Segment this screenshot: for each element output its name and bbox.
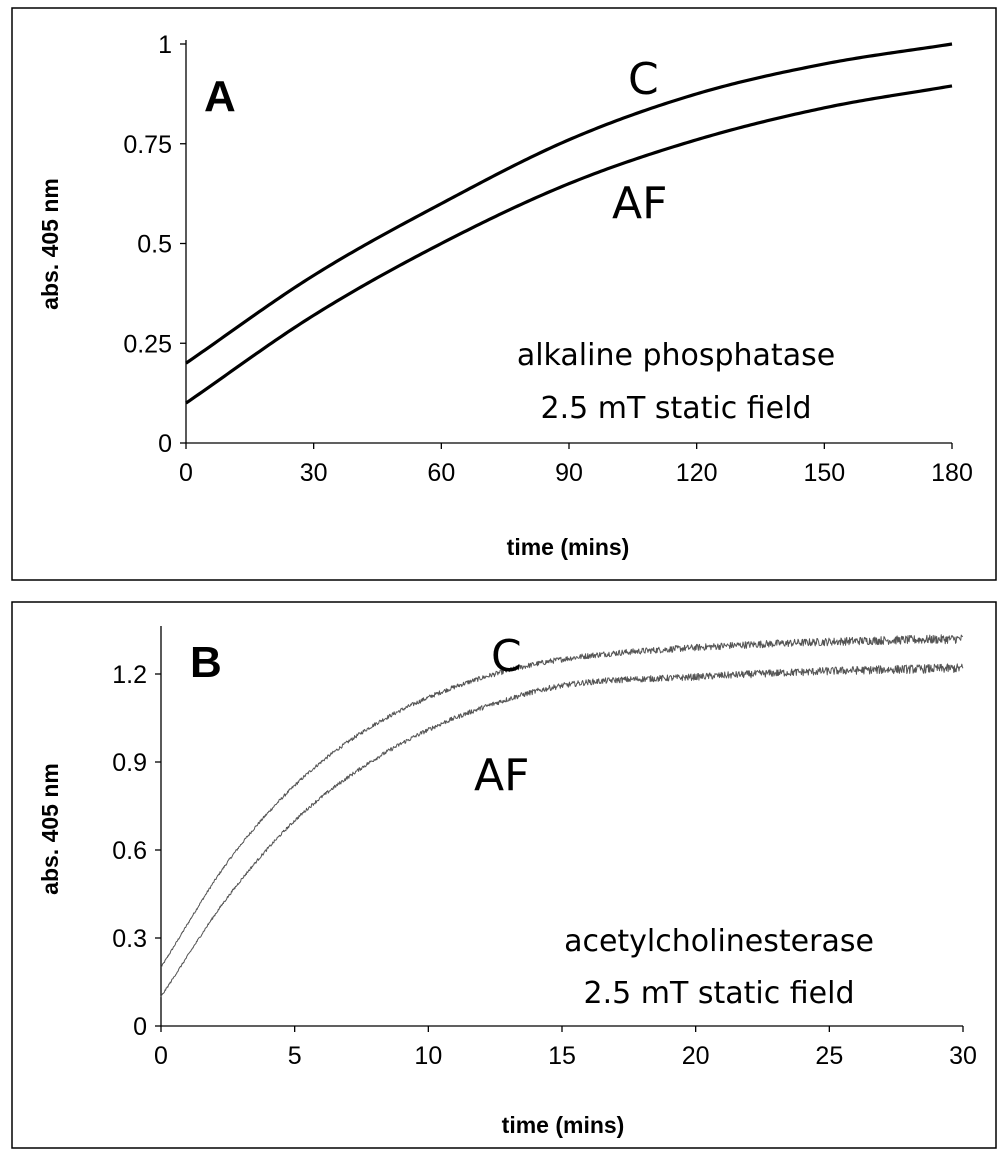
panel-b-frame (11, 601, 997, 1149)
panel-b-x-tick-label: 30 (949, 1042, 977, 1070)
panel-b-series-af-line (160, 663, 964, 998)
panel-a-series-c-line (185, 42, 953, 365)
panel-a-y-tick-label: 0 (158, 430, 172, 458)
panel-b-y-ticks: 0 0.3 0.6 0.9 1.2 (112, 661, 161, 1041)
panel-b-annotation-line-2: 2.5 mT static field (584, 976, 855, 1011)
panel-a-label-af: AF (612, 178, 667, 229)
panel-a-x-tick-label: 120 (676, 459, 718, 487)
panel-b-label-c: C (491, 631, 522, 682)
panel-b-y-tick-label: 0 (133, 1013, 147, 1041)
panel-b-x-tick-label: 10 (414, 1042, 442, 1070)
panel-b-x-tick-label: 25 (815, 1042, 843, 1070)
panel-b-label-af: AF (474, 750, 529, 801)
panel-b-series (160, 634, 964, 998)
panel-b-y-tick-label: 1.2 (112, 661, 147, 689)
panel-a-x-tick-label: 180 (931, 459, 973, 487)
panel-a-y-tick-label: 0.25 (123, 330, 172, 358)
panel-b-y-tick-label: 0.3 (112, 925, 147, 953)
panel-a-annotation-line-2: 2.5 mT static field (541, 391, 812, 426)
panel-b-x-tick-label: 5 (288, 1042, 302, 1070)
panel-a-x-tick-label: 0 (179, 459, 193, 487)
panel-b-series-c-line (160, 634, 964, 968)
panel-a-frame (11, 7, 997, 581)
panel-b-x-tick-label: 20 (682, 1042, 710, 1070)
panel-a-label-c: C (628, 54, 659, 105)
panel-a: 0 0.25 0.5 0.75 1 0 30 60 90 120 150 180 A C AF al… (11, 7, 997, 581)
panel-b-x-tick-label: 15 (548, 1042, 576, 1070)
panel-b-y-tick-label: 0.6 (112, 837, 147, 865)
panel-b-x-tick-label: 0 (154, 1042, 168, 1070)
panel-b-y-tick-label: 0.9 (112, 749, 147, 777)
panel-a-annotation-line-1: alkaline phosphatase (517, 338, 835, 373)
panel-b-x-ticks: 0 5 10 15 20 25 30 (154, 1026, 977, 1070)
panel-a-x-tick-label: 150 (803, 459, 845, 487)
panel-a-x-tick-label: 90 (555, 459, 583, 487)
panel-b-x-axis-title: time (mins) (502, 1112, 625, 1138)
panel-a-x-axis-title: time (mins) (507, 534, 630, 560)
panel-a-y-tick-label: 1 (158, 31, 172, 59)
panel-a-y-tick-label: 0.75 (123, 131, 172, 159)
panel-a-y-ticks: 0 0.25 0.5 0.75 1 (123, 31, 186, 458)
panel-b-annotation-line-1: acetylcholinesterase (564, 924, 874, 959)
panel-b-y-axis-title: abs. 405 nm (37, 763, 63, 895)
panel-a-letter: A (204, 72, 236, 121)
panel-a-x-ticks: 0 30 60 90 120 150 180 (179, 443, 973, 487)
panel-a-series (185, 42, 953, 405)
panel-b: 0 0.3 0.6 0.9 1.2 0 5 10 15 20 25 30 B C AF acetyl… (11, 601, 997, 1149)
panel-a-y-tick-label: 0.5 (137, 231, 172, 259)
panel-a-x-tick-label: 60 (427, 459, 455, 487)
panel-a-y-axis-title: abs. 405 nm (37, 178, 63, 310)
panel-a-x-tick-label: 30 (300, 459, 328, 487)
panel-b-letter: B (190, 638, 222, 687)
panel-a-series-af-line (185, 84, 953, 405)
